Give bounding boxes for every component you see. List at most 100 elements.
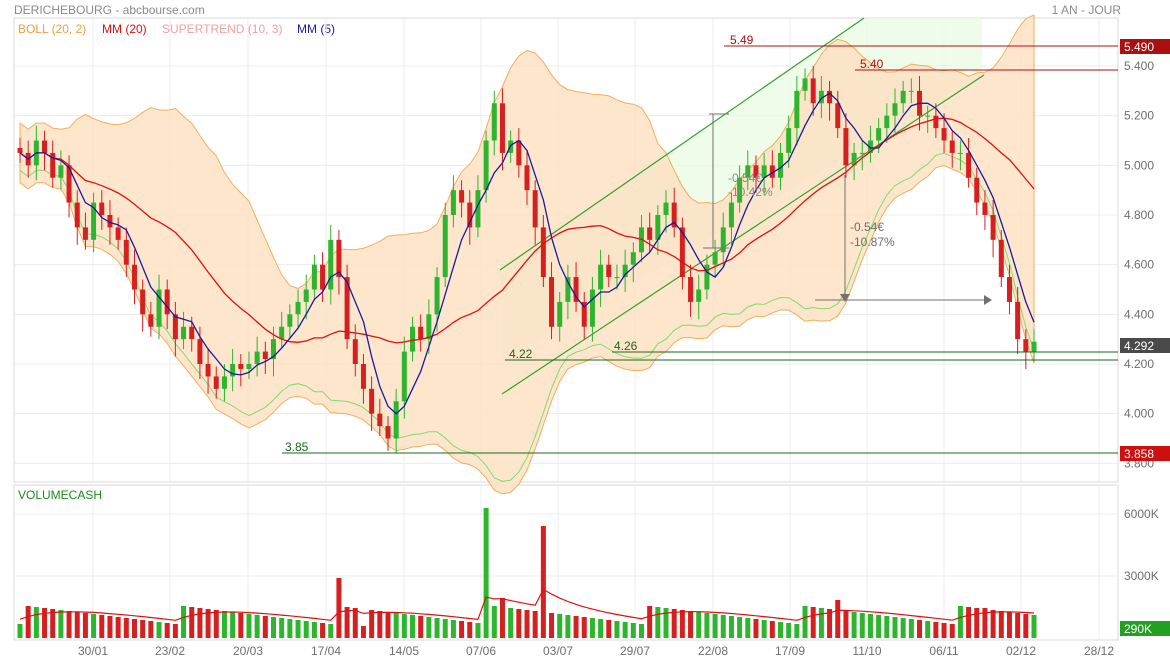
candle xyxy=(1006,264,1012,315)
candle-body xyxy=(712,252,718,265)
candle-body xyxy=(761,165,767,178)
volume-bar xyxy=(867,614,873,638)
candle-body xyxy=(1006,277,1012,302)
volume-tick-label: 6000K xyxy=(1124,507,1159,521)
candle xyxy=(614,264,620,290)
candle xyxy=(581,291,587,340)
volume-bar xyxy=(131,619,137,638)
candle xyxy=(42,130,48,171)
candle-body xyxy=(598,264,604,290)
volume-bar xyxy=(925,621,931,638)
candle xyxy=(720,212,726,268)
volume-bar xyxy=(33,607,39,638)
candle xyxy=(279,311,285,350)
candle-body xyxy=(671,202,677,228)
candle-body xyxy=(213,376,219,389)
candle-body xyxy=(205,364,211,377)
volume-bar xyxy=(516,609,522,638)
candle-body xyxy=(221,376,227,389)
x-tick-label: 23/02 xyxy=(155,644,185,658)
candle xyxy=(467,190,473,245)
low-badge: 3.858 xyxy=(1124,447,1154,461)
candle-body xyxy=(876,128,882,141)
supertrend-line xyxy=(19,152,1035,482)
volume-bar xyxy=(753,619,759,638)
volume-axis: 6000K 3000K xyxy=(1124,507,1159,583)
candle xyxy=(50,140,56,188)
volume-bar xyxy=(483,508,489,638)
candle xyxy=(311,254,317,300)
legend-boll: BOLL (20, 2) xyxy=(18,22,87,36)
volume-bar xyxy=(802,606,808,638)
volume-bar xyxy=(271,617,276,638)
volume-bar xyxy=(377,611,383,638)
move1-pct: -10.42% xyxy=(728,185,773,199)
volume-bar xyxy=(663,608,669,638)
volume-bar xyxy=(17,624,23,638)
volume-bar xyxy=(835,600,841,638)
candle xyxy=(540,215,546,288)
candle-body xyxy=(254,351,260,364)
candle xyxy=(802,68,808,101)
volume-bar xyxy=(843,611,849,638)
volume-bar xyxy=(557,614,563,638)
last-badge-bg xyxy=(1120,338,1170,353)
x-tick-label: 20/03 xyxy=(233,644,263,658)
chart-title: DERICHEBOURG - abcbourse.com xyxy=(14,3,205,17)
candle-body xyxy=(344,277,350,340)
candle-body xyxy=(426,314,432,340)
channel-upper xyxy=(499,17,865,271)
volume-bar xyxy=(205,609,211,638)
volume-bar xyxy=(434,618,440,638)
candle-body xyxy=(622,264,628,278)
volume-bar xyxy=(491,606,497,638)
candle-body xyxy=(328,239,334,290)
candle-body xyxy=(262,351,268,360)
candle xyxy=(99,190,105,230)
vol-badge-bg xyxy=(1120,621,1170,636)
volume-bar xyxy=(475,623,481,638)
volume-bar xyxy=(115,617,121,638)
candle-body xyxy=(74,202,80,228)
volume-bar xyxy=(107,616,113,638)
candle-body xyxy=(483,140,489,191)
volume-bar xyxy=(737,617,743,638)
volume-bar xyxy=(990,610,996,638)
candle xyxy=(892,88,898,134)
candle-body xyxy=(737,177,743,203)
move1-eur: -0.54€ xyxy=(728,171,762,185)
volume-bar xyxy=(957,606,963,638)
candle-body xyxy=(58,165,64,178)
volume-bar xyxy=(966,607,972,638)
candle xyxy=(82,212,88,250)
volume-bar xyxy=(769,621,775,638)
volume-bar xyxy=(66,611,72,638)
candle xyxy=(573,262,579,312)
volume-tick-label: 3000K xyxy=(1124,569,1159,583)
y-tick-label: 4.200 xyxy=(1124,357,1154,371)
candle-body xyxy=(818,90,824,104)
candle-body xyxy=(295,301,301,315)
candle-body xyxy=(352,339,358,364)
candle xyxy=(524,150,530,206)
candle xyxy=(385,416,391,451)
level-422-label: 4.22 xyxy=(509,347,533,361)
candle-body xyxy=(140,289,146,315)
volume-bar xyxy=(679,610,685,638)
candle-body xyxy=(320,264,326,290)
candle-body xyxy=(941,128,947,141)
volume-bar xyxy=(164,623,170,638)
volume-bar xyxy=(818,608,824,638)
volume-bar xyxy=(279,618,285,638)
candle-body xyxy=(115,227,121,240)
volume-bar xyxy=(181,606,187,638)
y-tick-label: 4.800 xyxy=(1124,208,1154,222)
candle xyxy=(115,217,121,250)
candle-body xyxy=(172,314,178,340)
candle xyxy=(221,364,227,402)
candle-body xyxy=(156,289,162,327)
volume-bar xyxy=(974,608,980,638)
candle-body xyxy=(442,215,448,278)
candle-body xyxy=(66,165,72,203)
volume-bar xyxy=(418,616,424,638)
